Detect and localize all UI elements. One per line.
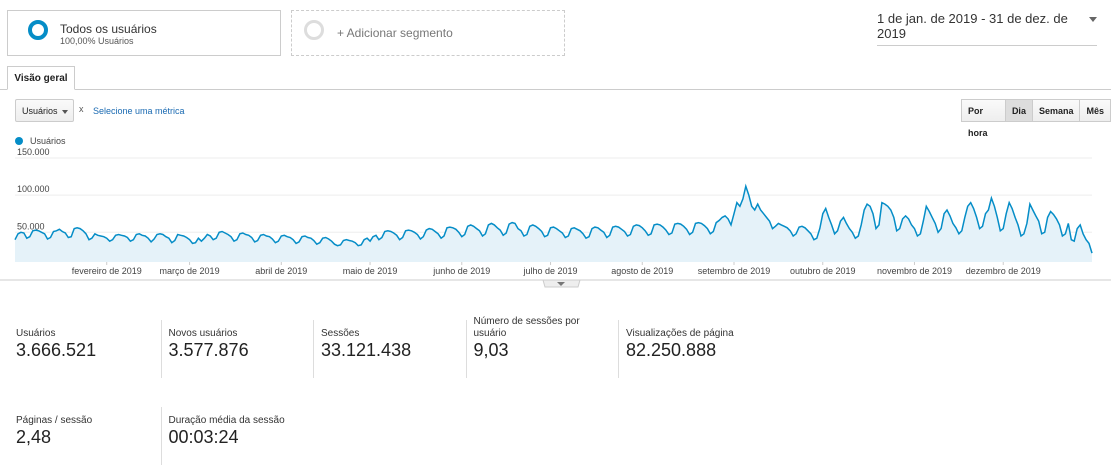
metric-label: Visualizações de página bbox=[626, 328, 734, 339]
metric-value: 33.121.438 bbox=[321, 340, 412, 360]
segment-detail: 100,00% Usuários bbox=[60, 36, 134, 46]
metric: Sessões 33.121.438 bbox=[313, 318, 466, 378]
x-tick-label: julho de 2019 bbox=[523, 266, 578, 276]
remove-metric[interactable]: x bbox=[79, 104, 84, 114]
x-tick-label: novembro de 2019 bbox=[877, 266, 952, 276]
x-tick-label: setembro de 2019 bbox=[698, 266, 771, 276]
x-tick-label: dezembro de 2019 bbox=[966, 266, 1041, 276]
metric-separator bbox=[160, 320, 162, 378]
metric-dropdown[interactable]: Usuários bbox=[15, 99, 74, 122]
metric-separator bbox=[313, 320, 314, 378]
interval-button[interactable]: Dia bbox=[1004, 99, 1033, 122]
metric: Usuários 3.666.521 bbox=[16, 318, 161, 378]
date-range[interactable]: 1 de jan. de 2019 - 31 de dez. de 2019 bbox=[877, 11, 1097, 46]
metric: Duração média da sessão 00:03:24 bbox=[160, 405, 314, 465]
metric-label: Sessões bbox=[321, 328, 360, 339]
add-segment-label: + Adicionar segmento bbox=[337, 26, 453, 40]
add-segment[interactable]: + Adicionar segmento bbox=[291, 10, 565, 56]
y-tick-label: 100.000 bbox=[17, 184, 50, 194]
metric-value: 2,48 bbox=[16, 427, 52, 447]
x-tick-label: junho de 2019 bbox=[432, 266, 490, 276]
x-tick-label: fevereiro de 2019 bbox=[72, 266, 142, 276]
interval-button[interactable]: Mês bbox=[1079, 99, 1111, 122]
metric-label: Páginas / sessão bbox=[16, 415, 93, 426]
metric-label: Duração média da sessão bbox=[168, 415, 285, 426]
metric-value: 3.666.521 bbox=[16, 340, 97, 360]
segment-card[interactable]: Todos os usuários 100,00% Usuários bbox=[7, 10, 281, 56]
interval-button[interactable]: Semana bbox=[1031, 99, 1081, 122]
divider bbox=[0, 89, 1111, 90]
metric: Número de sessões por usuário 9,03 bbox=[465, 316, 619, 378]
legend-marker bbox=[15, 137, 23, 145]
select-metric-link[interactable]: Selecione uma métrica bbox=[93, 106, 185, 116]
metric: Páginas / sessão 2,48 bbox=[16, 405, 161, 465]
interval-button[interactable]: Por hora bbox=[961, 99, 1006, 138]
metric-value: 3.577.876 bbox=[168, 340, 249, 360]
segment-icon bbox=[28, 20, 48, 40]
interval-buttons: Por hora Dia Semana Mês bbox=[961, 99, 1111, 138]
metric-label: Número de sessões por usuário bbox=[473, 316, 580, 339]
x-tick-label: outubro de 2019 bbox=[790, 266, 856, 276]
area-fill bbox=[15, 186, 1092, 262]
chart: Usuários 50.000 100.000 150.000 fevereiro d… bbox=[0, 136, 1111, 288]
metric-label: Novos usuários bbox=[168, 328, 238, 339]
metric-separator bbox=[618, 320, 619, 378]
metric: Visualizações de página 82.250.888 bbox=[618, 318, 771, 378]
metric: Novos usuários 3.577.876 bbox=[160, 318, 314, 378]
metric-label: Usuários bbox=[16, 328, 56, 339]
x-tick-label: maio de 2019 bbox=[343, 266, 398, 276]
y-tick-label: 50.000 bbox=[17, 221, 45, 231]
segment-icon bbox=[304, 20, 324, 40]
metric-value: 82.250.888 bbox=[626, 340, 717, 360]
collapse-arrow bbox=[557, 282, 565, 286]
legend-label: Usuários bbox=[30, 136, 66, 146]
x-tick-label: agosto de 2019 bbox=[611, 266, 673, 276]
x-tick-label: abril de 2019 bbox=[255, 266, 307, 276]
line-series bbox=[14, 183, 1093, 254]
metric-value: 00:03:24 bbox=[168, 427, 239, 447]
metric-separator bbox=[160, 407, 162, 465]
x-tick-label: março de 2019 bbox=[160, 266, 220, 276]
y-tick-label: 150.000 bbox=[17, 147, 50, 157]
metric-separator bbox=[465, 320, 467, 378]
segment-name: Todos os usuários bbox=[60, 22, 157, 36]
metric-value: 9,03 bbox=[473, 340, 509, 360]
tab[interactable]: Visão geral bbox=[7, 66, 75, 90]
